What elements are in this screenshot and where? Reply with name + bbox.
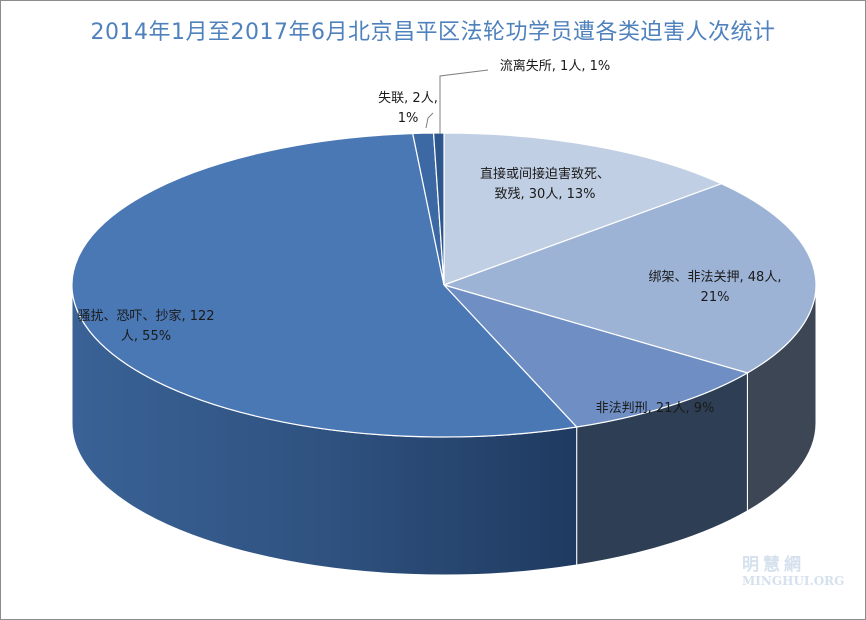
slice-label-harass: 骚扰、恐吓、抄家, 122 人, 55% bbox=[77, 308, 214, 344]
slice-label-death: 直接或间接迫害致死、致残, 30人, 13% bbox=[480, 166, 610, 202]
leader-displaced bbox=[439, 69, 489, 134]
slice-sentence bbox=[442, 283, 749, 428]
slice-label-sentence: 非法判刑, 21人, 9% bbox=[596, 401, 715, 416]
watermark-cn: 明慧網 bbox=[742, 554, 805, 575]
slice-displaced bbox=[432, 132, 445, 286]
leader-missing bbox=[425, 112, 434, 129]
slice-harass bbox=[71, 132, 578, 438]
slice-death bbox=[443, 132, 723, 286]
slice-label-detain: 绑架、非法关押, 48人, 21% bbox=[649, 270, 782, 305]
slice-label-missing: 失联, 2人, 1% bbox=[378, 91, 438, 126]
slice-label-displaced: 流离失所, 1人, 1% bbox=[500, 58, 610, 74]
chart-title: 2014年1月至2017年6月北京昌平区法轮功学员遭各类迫害人次统计 bbox=[90, 20, 776, 45]
slice-detain bbox=[442, 183, 817, 374]
watermark-en: MINGHUI.ORG bbox=[742, 574, 844, 588]
